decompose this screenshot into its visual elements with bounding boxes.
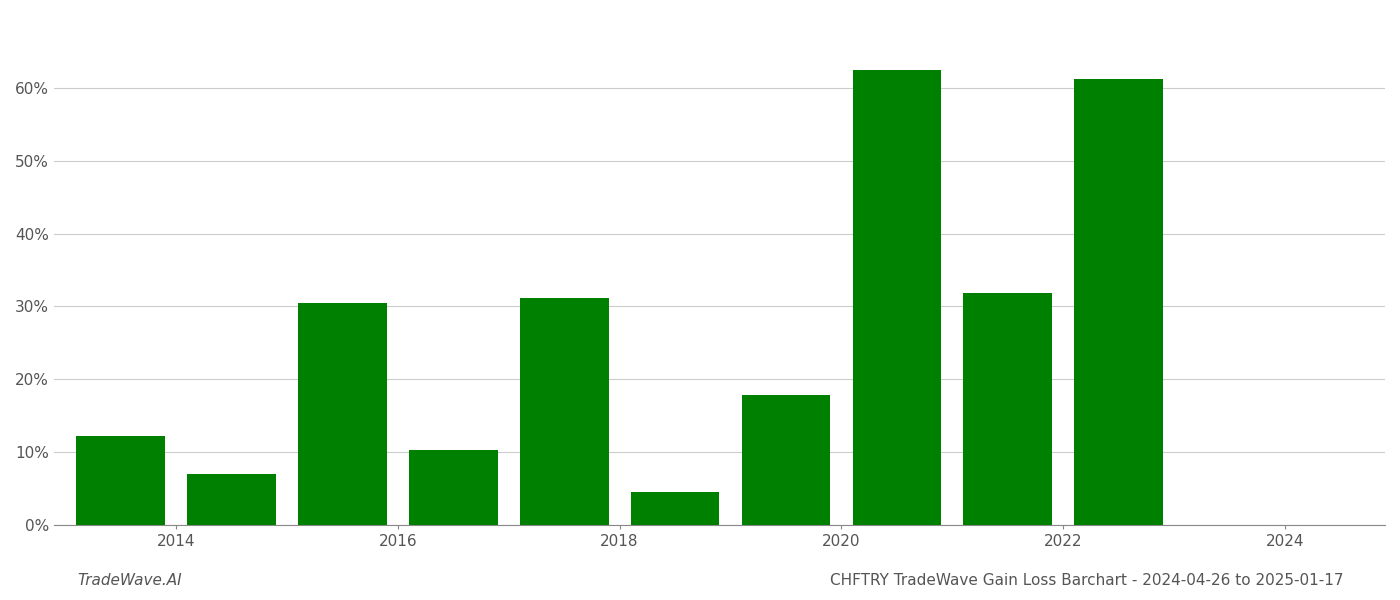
Bar bbox=[963, 293, 1053, 525]
Bar bbox=[519, 298, 609, 525]
Text: TradeWave.AI: TradeWave.AI bbox=[77, 573, 182, 588]
Bar bbox=[409, 450, 497, 525]
Text: CHFTRY TradeWave Gain Loss Barchart - 2024-04-26 to 2025-01-17: CHFTRY TradeWave Gain Loss Barchart - 20… bbox=[830, 573, 1344, 588]
Bar bbox=[742, 395, 830, 525]
Bar bbox=[1074, 79, 1163, 525]
Bar bbox=[298, 303, 386, 525]
Bar bbox=[76, 436, 165, 525]
Bar bbox=[188, 474, 276, 525]
Bar bbox=[853, 70, 941, 525]
Bar bbox=[630, 492, 720, 525]
